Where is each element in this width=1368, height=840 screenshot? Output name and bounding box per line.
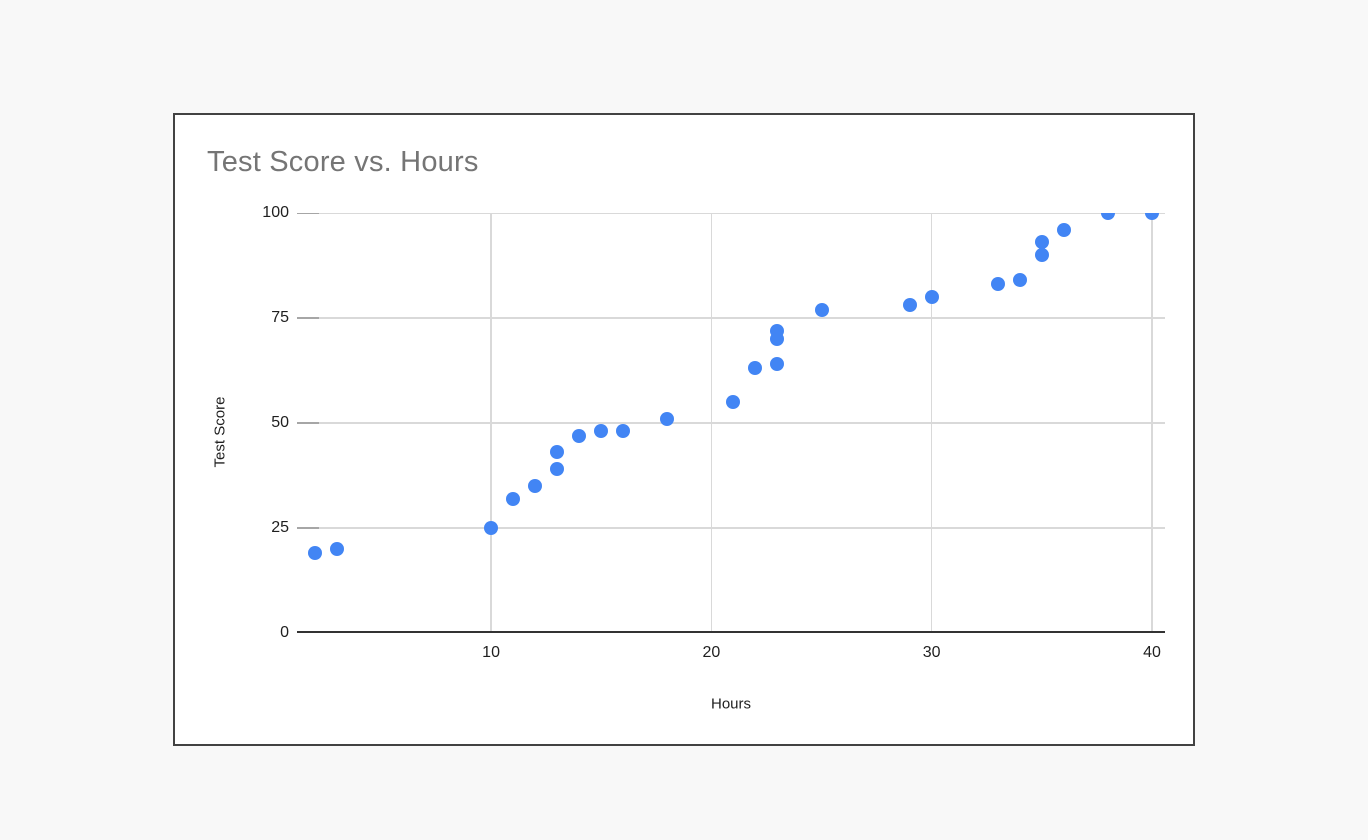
data-point [902, 298, 917, 313]
y-tick-mark [297, 213, 319, 214]
x-axis-title: Hours [710, 695, 752, 713]
data-point [1034, 235, 1049, 250]
y-tick-label: 75 [271, 309, 289, 326]
data-point [1034, 248, 1049, 262]
data-point [594, 424, 609, 439]
v-gridline [1151, 213, 1153, 633]
data-point [814, 302, 829, 317]
data-point [329, 542, 344, 556]
data-point [1145, 213, 1159, 220]
v-gridline [490, 213, 492, 633]
y-tick-label: 50 [271, 414, 289, 431]
data-point [1056, 222, 1071, 237]
h-gridline [297, 317, 1165, 319]
data-point [550, 462, 565, 477]
data-point [550, 445, 565, 460]
x-axis-line [297, 631, 1165, 633]
data-point [770, 323, 785, 338]
data-point [770, 357, 785, 372]
data-point [307, 546, 322, 561]
h-gridline [297, 213, 1165, 214]
y-tick-label: 0 [280, 624, 289, 641]
data-point [572, 428, 587, 443]
x-tick-label: 30 [922, 644, 941, 661]
x-tick-label: 20 [702, 644, 721, 661]
data-point [616, 424, 631, 439]
v-gridline [930, 213, 933, 633]
h-gridline [297, 422, 1165, 424]
data-point [1012, 273, 1027, 288]
plot-area [297, 213, 1165, 633]
y-tick-label: 100 [262, 204, 289, 221]
data-point [924, 290, 939, 304]
data-point [528, 479, 543, 493]
y-tick-label: 25 [271, 519, 289, 536]
data-point [990, 277, 1005, 292]
data-point [484, 521, 499, 535]
v-gridline [710, 213, 713, 633]
data-point [748, 361, 763, 376]
y-tick-mark [297, 317, 319, 319]
x-tick-label: 40 [1143, 644, 1161, 661]
data-point [1100, 213, 1115, 220]
data-point [660, 411, 675, 426]
chart-title: Test Score vs. Hours [207, 146, 479, 178]
y-tick-mark [297, 527, 319, 529]
y-tick-mark [297, 422, 319, 424]
x-tick-label: 10 [482, 644, 500, 661]
data-point [726, 395, 741, 409]
data-point [506, 491, 521, 506]
h-gridline [297, 527, 1165, 529]
